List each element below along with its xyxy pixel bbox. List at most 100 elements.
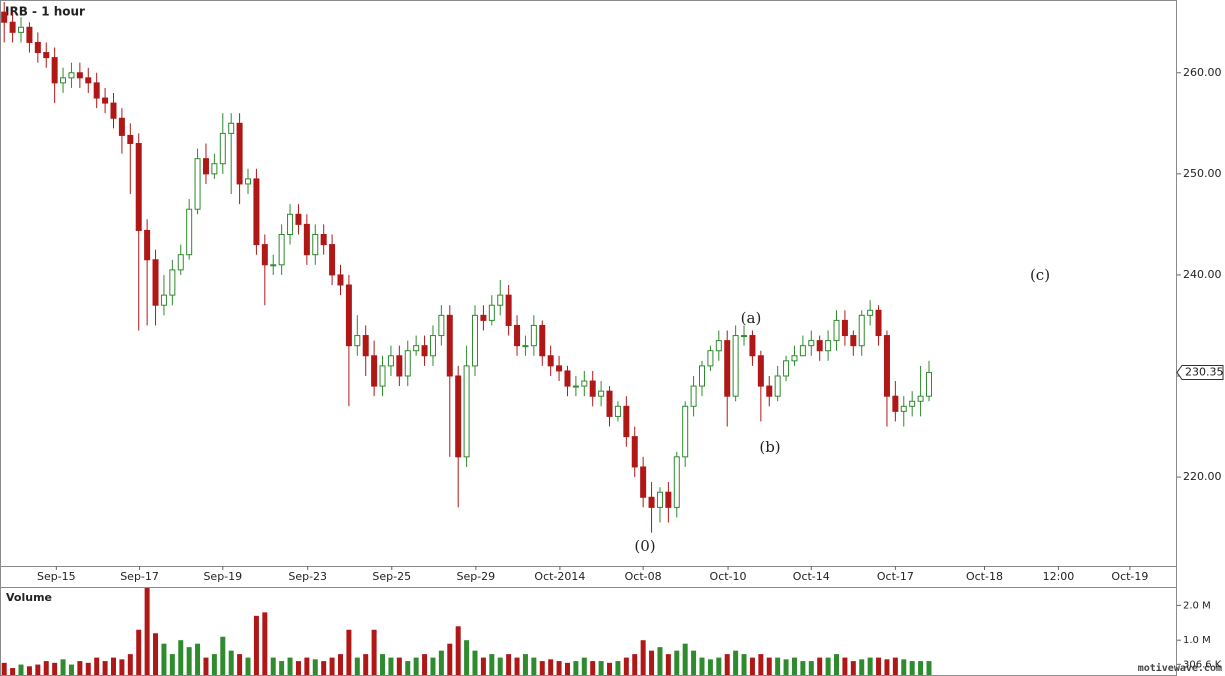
volume-title: Volume: [6, 591, 52, 604]
candle-body: [337, 274, 344, 286]
volume-bar: [312, 659, 318, 675]
candle-body: [253, 178, 260, 246]
candle-body: [749, 335, 756, 357]
candle-body: [43, 52, 50, 59]
candle-body: [379, 365, 386, 387]
volume-bar: [607, 662, 613, 675]
candle-body: [547, 355, 554, 367]
candle-body: [564, 370, 571, 387]
candle-body: [707, 350, 714, 367]
volume-bar: [371, 629, 377, 675]
volume-bar: [548, 659, 554, 675]
y-tick-label: 1.0 M: [1183, 635, 1211, 646]
candle-body: [303, 223, 310, 256]
volume-bar: [791, 657, 797, 675]
candle-body: [135, 143, 142, 231]
candle-body: [867, 309, 874, 316]
wave-label: (a): [741, 309, 762, 327]
volume-bar: [598, 661, 604, 675]
candle-body: [320, 233, 327, 246]
candle-body: [85, 77, 92, 84]
candle-body: [110, 102, 117, 119]
candle-body: [505, 294, 512, 326]
volume-bar: [472, 650, 478, 675]
candle-body: [371, 355, 378, 387]
candle-body: [144, 229, 151, 261]
candle-body: [270, 264, 277, 267]
candle-body: [387, 355, 394, 367]
volume-bar: [60, 659, 66, 675]
volume-bar: [337, 654, 343, 675]
candle-body: [900, 405, 907, 412]
volume-bar: [489, 654, 495, 675]
volume-bar: [26, 666, 32, 675]
candle-body: [202, 158, 209, 175]
candle-body: [757, 355, 764, 387]
candle-body: [850, 335, 857, 347]
volume-bar: [707, 659, 713, 675]
volume-bar: [497, 657, 503, 675]
y-tick-label: 306.6 K: [1183, 659, 1222, 670]
candle-body: [413, 345, 420, 352]
volume-bar: [237, 654, 243, 675]
candle-body: [429, 335, 436, 357]
candle-body: [93, 82, 100, 99]
volume-bar: [195, 643, 201, 675]
x-tick-label: Oct-18: [966, 570, 1003, 583]
volume-bar: [270, 657, 276, 675]
y-tick-label: 2.0 M: [1183, 600, 1211, 611]
volume-bar: [480, 657, 486, 675]
candle-body: [396, 355, 403, 377]
volume-bar: [203, 657, 209, 675]
volume-bar: [127, 654, 133, 675]
volume-bar: [405, 661, 411, 675]
x-tick-label: Sep-17: [120, 570, 159, 583]
volume-bar: [380, 654, 386, 675]
candle-body: [698, 365, 705, 387]
volume-bar: [110, 657, 116, 675]
candle-body: [18, 26, 25, 33]
volume-bar: [539, 661, 545, 675]
candle-body: [673, 456, 680, 508]
candle-body: [295, 213, 302, 225]
volume-bar: [262, 612, 268, 675]
candle-body: [421, 345, 428, 357]
volume-bar: [18, 664, 24, 675]
volume-bar: [413, 657, 419, 675]
candle-body: [690, 385, 697, 407]
volume-bar: [766, 657, 772, 675]
candle-body: [219, 132, 226, 165]
volume-bar: [783, 659, 789, 675]
candle-body: [598, 390, 605, 397]
volume-bar: [716, 657, 722, 675]
volume-bar: [867, 657, 873, 675]
volume-bar: [102, 661, 108, 675]
volume-bar: [220, 636, 226, 675]
x-tick-label: 12:00: [1043, 570, 1075, 583]
candle-body: [345, 284, 352, 347]
candle-body: [665, 491, 672, 508]
volume-bar: [733, 650, 739, 675]
volume-bar: [674, 650, 680, 675]
volume-bar: [363, 654, 369, 675]
volume-bar: [153, 633, 159, 675]
volume-bar: [329, 657, 335, 675]
candle-body: [656, 491, 663, 508]
x-tick-label: Oct-19: [1111, 570, 1148, 583]
candle-body: [732, 335, 739, 397]
candle-body: [581, 380, 588, 387]
volume-bar: [279, 661, 285, 675]
candle-body: [682, 405, 689, 458]
volume-bar: [253, 615, 259, 675]
volume-bar: [817, 657, 823, 675]
volume-bar: [825, 657, 831, 675]
volume-bar: [808, 661, 814, 675]
volume-bar: [321, 661, 327, 675]
volume-bar: [10, 668, 16, 675]
candle-body: [766, 385, 773, 397]
volume-bar: [94, 657, 100, 675]
candle-body: [715, 340, 722, 352]
candle-body: [177, 254, 184, 271]
candle-body: [261, 244, 268, 266]
